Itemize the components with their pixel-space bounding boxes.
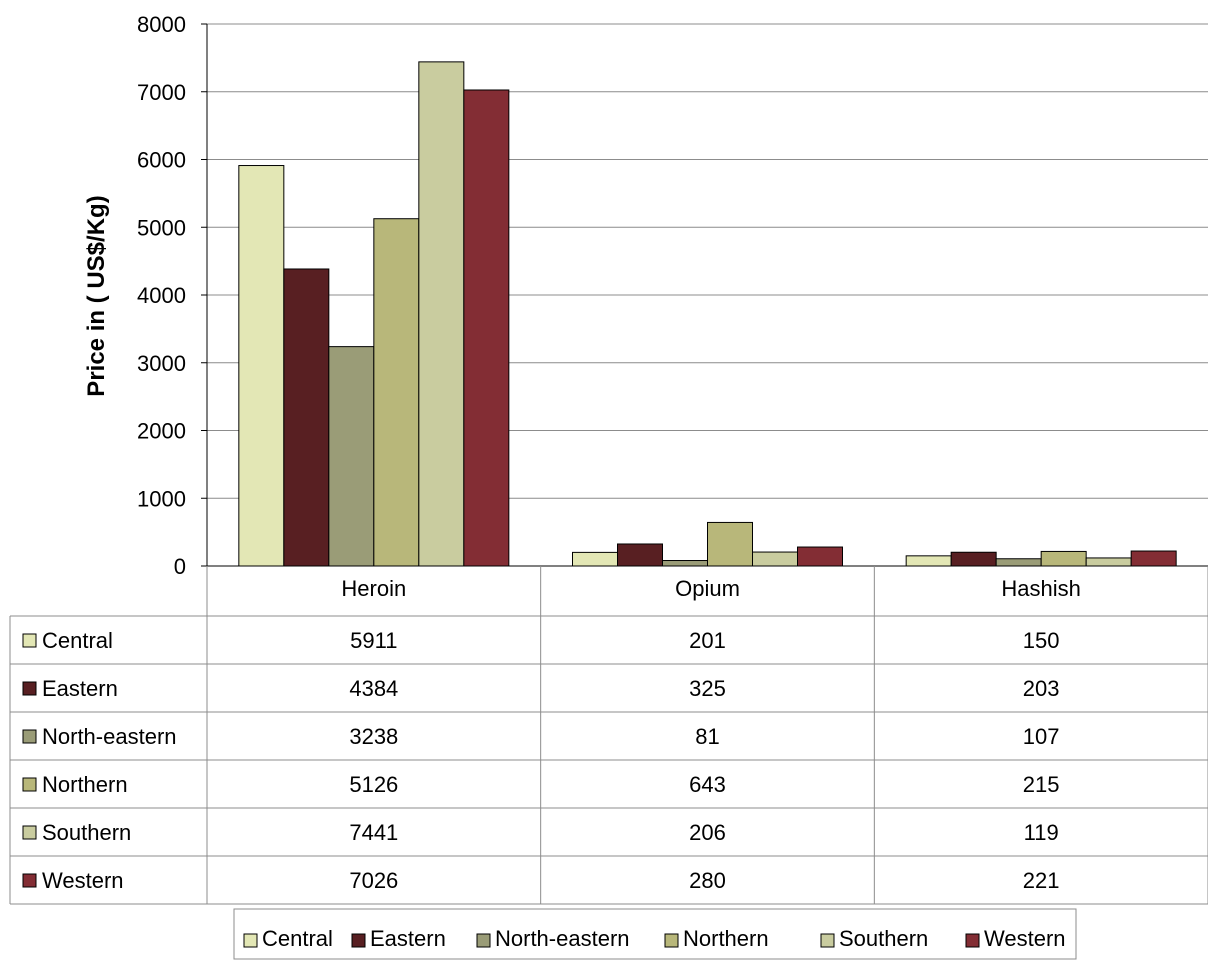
bar <box>995 558 1042 567</box>
table-cell: 150 <box>1023 628 1060 653</box>
table-legend-swatch <box>22 825 37 840</box>
y-tick-label: 1000 <box>137 486 186 511</box>
y-tick-label: 2000 <box>137 419 186 444</box>
table-cell: 280 <box>689 868 726 893</box>
table-cell: 215 <box>1023 772 1060 797</box>
table-legend-swatch <box>22 873 37 888</box>
y-axis-ticks: 0 1000 2000 3000 4000 5000 6000 7000 8000 <box>137 12 207 579</box>
table-cell: 7441 <box>349 820 398 845</box>
table-row-label: Northern <box>42 772 128 797</box>
bar <box>1085 557 1132 567</box>
table-legend-swatch <box>22 729 37 744</box>
table-cell: 4384 <box>349 676 398 701</box>
bar <box>463 89 510 567</box>
legend-box <box>233 908 1077 960</box>
bar <box>328 346 375 567</box>
bar <box>707 521 753 567</box>
table-legend-swatch <box>22 777 37 792</box>
table-row-label: North-eastern <box>42 724 177 749</box>
legend-label: Northern <box>683 926 769 951</box>
y-tick-label: 0 <box>174 554 186 579</box>
category-label: Hashish <box>1001 576 1080 601</box>
bars <box>238 61 1177 567</box>
legend-swatch <box>965 933 980 948</box>
bar <box>1040 550 1087 567</box>
y-tick-label: 8000 <box>137 12 186 37</box>
bar <box>797 546 843 567</box>
y-tick-label: 5000 <box>137 215 186 240</box>
data-table: Heroin Opium Hashish Central 5911 201 150 Easte… <box>9 566 1208 905</box>
table-cell: 325 <box>689 676 726 701</box>
legend-label: North-eastern <box>495 926 630 951</box>
bar <box>418 61 465 567</box>
table-cell: 201 <box>689 628 726 653</box>
table-row-label: Central <box>42 628 113 653</box>
table-row-label: Southern <box>42 820 131 845</box>
table-cell: 206 <box>689 820 726 845</box>
table-cell: 5911 <box>350 628 397 653</box>
table-cell: 7026 <box>349 868 398 893</box>
table-cell: 3238 <box>349 724 398 749</box>
legend-swatch <box>351 933 366 948</box>
bar <box>950 551 997 567</box>
bar <box>752 551 798 567</box>
bar <box>617 543 663 567</box>
table-cell: 81 <box>695 724 719 749</box>
y-tick-label: 3000 <box>137 351 186 376</box>
y-tick-label: 4000 <box>137 283 186 308</box>
table-cell: 221 <box>1023 868 1060 893</box>
legend-label: Southern <box>839 926 928 951</box>
category-label: Opium <box>675 576 740 601</box>
y-tick-label: 6000 <box>137 148 186 173</box>
table-legend-swatch <box>22 681 37 696</box>
legend-label: Central <box>262 926 333 951</box>
table-cell: 5126 <box>349 772 398 797</box>
legend-swatch <box>476 933 491 948</box>
legend-swatch <box>243 933 258 948</box>
table-row-label: Eastern <box>42 676 118 701</box>
legend: Central Eastern North-eastern Northern South… <box>233 908 1077 960</box>
table-cell: 119 <box>1024 820 1059 845</box>
legend-swatch <box>820 933 835 948</box>
bar <box>572 551 618 567</box>
legend-label: Western <box>984 926 1066 951</box>
axes <box>206 24 1208 567</box>
legend-label: Eastern <box>370 926 446 951</box>
table-row-label: Western <box>42 868 124 893</box>
table-legend-swatch <box>22 633 37 648</box>
y-axis-title: Price in ( US$/Kg) <box>83 195 110 396</box>
bar <box>373 218 420 567</box>
y-tick-label: 7000 <box>137 80 186 105</box>
bar <box>283 268 330 567</box>
bar <box>662 560 708 567</box>
legend-swatch <box>664 933 679 948</box>
bar <box>238 165 285 567</box>
table-cell: 203 <box>1023 676 1060 701</box>
table-cell: 643 <box>689 772 726 797</box>
table-cell: 107 <box>1023 724 1060 749</box>
category-label: Heroin <box>341 576 406 601</box>
bar <box>905 555 952 567</box>
bar <box>1130 550 1177 567</box>
